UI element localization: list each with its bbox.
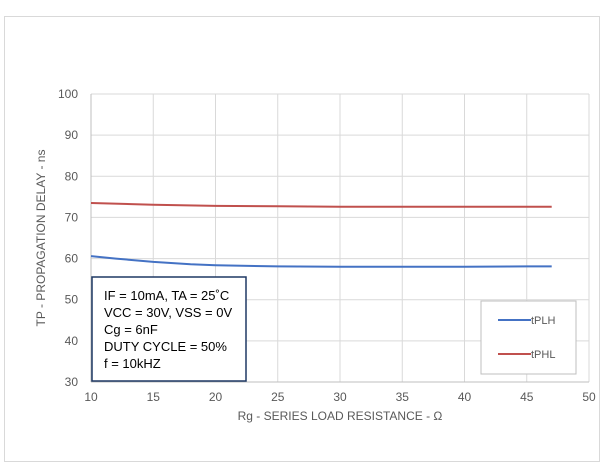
y-tick-label: 30 (65, 375, 79, 389)
series-line-tPHL (90, 202, 552, 208)
y-tick-label: 90 (65, 128, 79, 142)
y-axis-title: TP - PROPAGATION DELAY - ns (34, 150, 48, 327)
y-tick-label: 50 (65, 293, 79, 307)
y-tick-label: 80 (65, 169, 79, 183)
x-tick-label: 25 (271, 390, 285, 404)
y-tick-label: 40 (65, 334, 79, 348)
legend-label-tPHL: tPHL (531, 349, 555, 361)
condition-line: VCC = 30V, VSS = 0V (104, 305, 232, 320)
x-tick-label: 20 (209, 390, 223, 404)
legend-label-tPLH: tPLH (531, 315, 556, 327)
x-tick-label: 15 (147, 390, 161, 404)
series-line-tPLH (90, 255, 552, 268)
x-tick-label: 30 (333, 390, 347, 404)
x-tick-label: 35 (396, 390, 410, 404)
chart-frame (4, 16, 600, 462)
conditions-box: IF = 10mA, TA = 25˚C VCC = 30V, VSS = 0V C… (91, 276, 247, 382)
x-tick-label: 10 (84, 390, 98, 404)
condition-line: Cg = 6nF (104, 322, 158, 337)
y-tick-label: 60 (65, 252, 79, 266)
x-axis-title: Rg - SERIES LOAD RESISTANCE - Ω (238, 409, 443, 423)
x-tick-label: 50 (582, 390, 596, 404)
condition-line: DUTY CYCLE = 50% (104, 339, 227, 354)
legend-box (480, 300, 577, 375)
y-tick-label: 100 (58, 87, 78, 101)
condition-line: IF = 10mA, TA = 25˚C (104, 288, 229, 303)
x-tick-label: 45 (520, 390, 534, 404)
conditions-box-border (91, 276, 247, 382)
legend: tPLH tPHL (480, 300, 577, 375)
y-tick-label: 70 (65, 210, 79, 224)
condition-line: f = 10kHZ (104, 356, 161, 371)
x-tick-label: 40 (458, 390, 472, 404)
